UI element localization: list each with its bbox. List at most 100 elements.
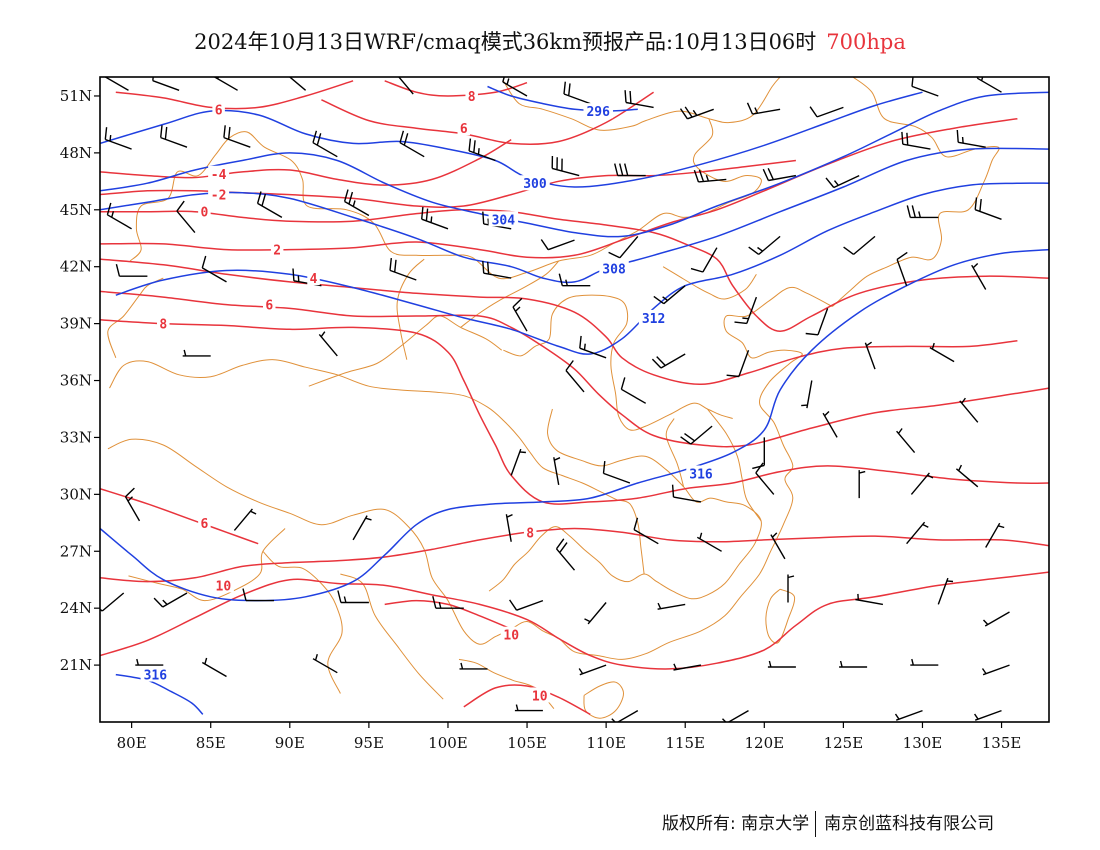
plot-frame [99,76,1050,723]
height-contour [115,182,1049,355]
height-contour-layer [100,85,1049,715]
wind-barb [176,200,196,234]
temperature-contour [384,80,528,97]
wind-barb [421,206,449,230]
boundary-line [583,681,625,719]
wind-barb [787,574,795,603]
wind-barb [657,602,686,610]
height-contour [100,91,923,188]
wind-barb-layer [100,77,1010,722]
lat-tick-label: 39N [60,315,92,333]
temperature-contour-label-bg [208,165,230,181]
boundary-line [109,359,618,501]
wind-barb [896,428,916,454]
wind-barb [693,169,727,183]
temperature-contour-label: 10 [216,579,232,594]
wind-barb [182,349,211,357]
temperature-contour-label: 8 [468,90,476,105]
wind-barb [696,532,722,552]
wind-barb [611,709,639,722]
boundary-line [707,408,762,522]
wind-barb [312,654,338,674]
wind-barb [864,341,876,370]
boundary-line [503,294,733,431]
wind-barb [911,77,939,97]
wind-barb [509,599,544,611]
wind-barb [584,602,607,625]
contour-label-layer: 6 8 6 -4 -20 2 4 6 8 6 8 10 10 10 296 300 304 308 312 316 31… [140,87,716,704]
temperature-contour-label: 10 [532,689,548,704]
temperature-contour-label-bg [529,687,551,703]
lat-tick-label: 24N [60,599,92,617]
boundary-line [107,277,164,358]
wind-barb [578,664,607,676]
wind-barb [389,258,417,281]
temperature-contour-label-bg [270,241,284,257]
wind-barb [673,663,702,671]
wind-barb [555,538,576,571]
wind-barb [468,138,496,162]
temperature-contour [100,290,1049,448]
height-contour-label-bg [599,260,629,276]
boundary-line [396,258,425,360]
wind-barb [910,658,939,666]
wind-barb [558,273,591,287]
wind-barb [981,664,1010,676]
wind-barb [822,410,838,438]
wind-barb [343,189,370,217]
temperature-contour-label-bg [212,577,234,593]
height-contour-label-bg [686,465,716,481]
temperature-contour [100,487,259,545]
lat-tick-label: 36N [60,372,92,390]
temperature-contour-label-bg [500,626,522,642]
boundary-line [502,77,781,131]
temperature-contour-label: 6 [215,103,223,118]
height-contour-label-bg [583,103,613,119]
lon-tick-label: 85E [196,734,226,752]
lat-tick-label: 42N [60,258,92,276]
temperature-contour [384,599,512,630]
temperature-contour [321,91,655,146]
lon-tick-label: 100E [428,734,468,752]
map-title: 2024年10月13日WRF/cmaq模式36km预报产品:10月13日06时 7… [0,26,1100,56]
wind-barb [256,191,283,219]
wind-barb [551,155,580,177]
wind-barb [201,255,227,283]
boundary-line [262,550,343,694]
wind-barb [633,517,659,545]
wind-barb [579,335,607,359]
wind-barb [553,457,561,486]
wind-barb [906,521,929,545]
wind-barb [825,174,860,189]
height-contour-label: 312 [642,312,665,327]
temperature-contour-label: 6 [200,517,208,532]
lat-tick-label: 30N [60,485,92,503]
wind-barb [223,125,251,148]
wind-barb [312,130,338,158]
boundary-line [129,118,762,280]
wind-barb [104,127,132,150]
boundary-line [460,260,560,328]
temperature-contour [100,138,512,186]
wind-barb [135,658,164,666]
temperature-contour [100,527,1049,583]
wind-barb [565,360,585,393]
wind-barb [855,593,884,606]
wind-barb [653,285,686,305]
lat-tick-label: 51N [60,87,92,105]
wind-barb [767,660,796,668]
boundary-line [488,408,762,600]
height-contour-label-bg [520,175,550,191]
height-contour [100,147,1049,284]
temperature-contour [100,208,1049,332]
boundary-line [308,315,502,387]
temperature-contour-label: -4 [211,168,227,183]
wind-barb [512,297,528,332]
wind-barb [956,129,986,148]
wind-barb [502,77,528,97]
lon-tick-label: 105E [507,734,547,752]
lon-tick-label: 115E [665,734,705,752]
wind-barb [805,308,829,336]
wind-barb [690,247,718,273]
height-contour-label: 308 [602,263,626,278]
